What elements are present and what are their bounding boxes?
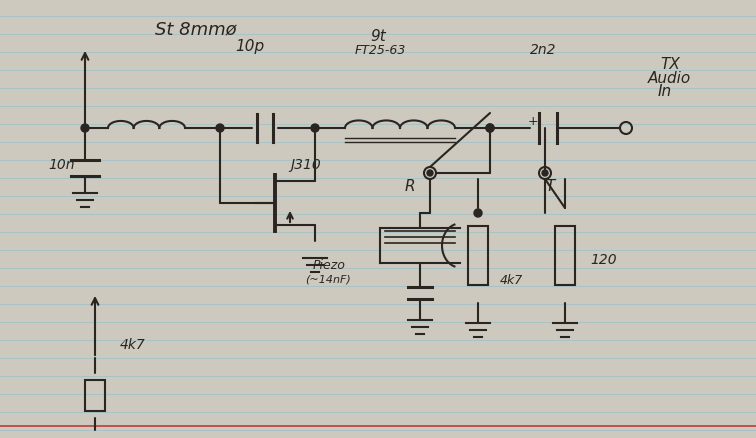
Text: Audio: Audio: [648, 71, 691, 86]
Circle shape: [486, 125, 494, 133]
Text: R: R: [405, 179, 416, 194]
Bar: [468, 226, 488, 286]
Text: 9t: 9t: [370, 29, 386, 44]
Text: In: In: [658, 84, 672, 99]
Circle shape: [81, 125, 89, 133]
Bar: [555, 226, 575, 286]
Text: 4k7: 4k7: [120, 337, 146, 351]
Text: 10p: 10p: [235, 39, 264, 54]
Text: T: T: [545, 179, 554, 194]
Text: 120: 120: [590, 252, 617, 266]
Text: St 8mmø: St 8mmø: [155, 20, 237, 38]
Text: 2n2: 2n2: [530, 43, 556, 57]
Circle shape: [542, 171, 548, 177]
Text: +: +: [528, 115, 538, 128]
Bar: [85, 380, 105, 411]
Circle shape: [486, 125, 494, 133]
Text: (~14nF): (~14nF): [305, 273, 351, 283]
Text: 10n: 10n: [48, 158, 75, 172]
Circle shape: [311, 125, 319, 133]
Circle shape: [427, 171, 433, 177]
Text: J310: J310: [290, 158, 321, 172]
Text: Piezo: Piezo: [313, 258, 346, 272]
Text: 4k7: 4k7: [500, 273, 523, 286]
Text: FT25-63: FT25-63: [355, 44, 407, 57]
Circle shape: [474, 209, 482, 218]
Text: TX: TX: [660, 57, 680, 72]
Circle shape: [216, 125, 224, 133]
